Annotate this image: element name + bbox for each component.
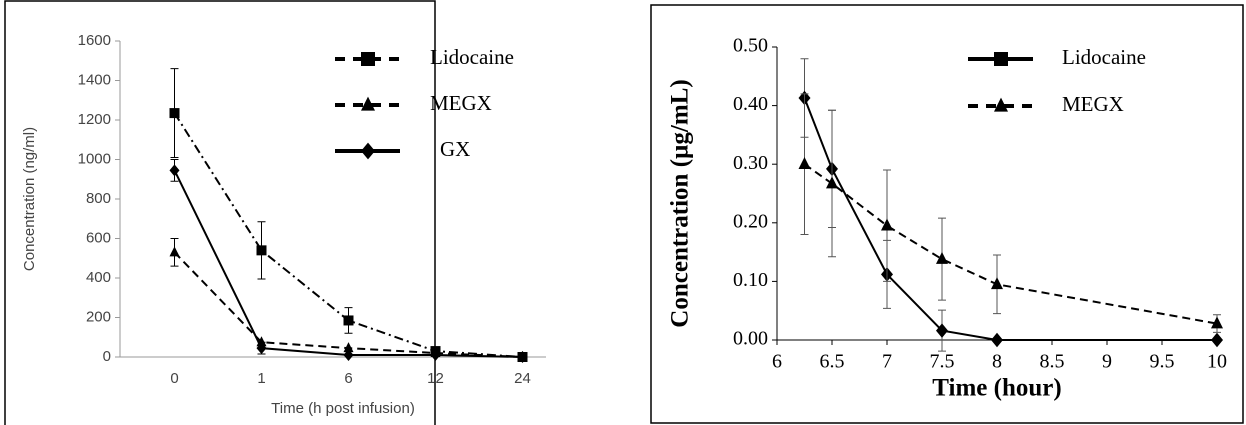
- x-tick-label: 1: [257, 370, 265, 387]
- x-tick-label: 8.5: [1040, 351, 1065, 373]
- y-tick-label: 600: [86, 229, 111, 246]
- data-point: [881, 218, 893, 231]
- x-tick-label: 8: [992, 351, 1002, 373]
- data-point: [343, 349, 354, 362]
- y-tick-label: 0: [103, 348, 111, 365]
- data-point: [826, 176, 838, 189]
- y-tick-label: 1600: [78, 32, 111, 49]
- x-tick-label: 0: [170, 370, 178, 387]
- x-tick-label: 6: [772, 351, 782, 373]
- legend-marker: [994, 52, 1008, 66]
- y-tick-label: 1400: [78, 71, 111, 88]
- data-point: [991, 277, 1003, 290]
- data-point: [1211, 332, 1223, 348]
- x-tick-label: 9.5: [1150, 351, 1175, 373]
- data-point: [256, 342, 267, 355]
- y-tick-label: 800: [86, 190, 111, 207]
- y-tick-label: 0.50: [733, 35, 768, 57]
- panel-frame: [4, 0, 436, 425]
- y-tick-label: 400: [86, 269, 111, 286]
- legend-marker: [361, 142, 375, 160]
- data-point: [517, 351, 528, 363]
- data-point: [430, 349, 441, 362]
- data-point: [343, 315, 354, 326]
- y-tick-label: 1000: [78, 150, 111, 167]
- y-tick-label: 0.30: [733, 152, 768, 174]
- x-tick-label: 9: [1102, 351, 1112, 373]
- data-point: [169, 246, 180, 257]
- x-axis-label: Time (h post infusion): [271, 400, 415, 417]
- y-tick-label: 0.20: [733, 210, 768, 232]
- left-chart: 0 200 400 600 800 1000 1200 1400 1600 0 1 6 12 24 Time…: [21, 32, 546, 417]
- y-tick-label: 200: [86, 308, 111, 325]
- panel-frame: [650, 4, 1244, 424]
- x-tick-label: 24: [514, 370, 531, 387]
- series-line: [803, 163, 1218, 325]
- y-tick-label: 0.00: [733, 328, 768, 350]
- data-point: [936, 323, 948, 338]
- y-tick-label: 0.10: [733, 269, 768, 291]
- x-tick-label: 10: [1207, 351, 1227, 373]
- x-tick-label: 6: [344, 370, 352, 387]
- data-point: [169, 108, 180, 119]
- legend-label: GX: [440, 137, 470, 161]
- legend-marker: [361, 52, 375, 66]
- data-point: [798, 157, 811, 169]
- legend-label: MEGX: [1062, 92, 1124, 116]
- legend-label: MEGX: [430, 91, 492, 115]
- x-tick-label: 12: [427, 370, 444, 387]
- data-point: [343, 342, 354, 353]
- data-point: [1211, 316, 1223, 329]
- legend-marker: [994, 97, 1008, 112]
- x-tick-label: 7.5: [930, 351, 955, 373]
- y-axis-label: Concentration (ng/ml): [21, 127, 38, 271]
- right-chart: 0.00 0.10 0.20 0.30 0.40 0.50 6 6.5 7 7.5 8 8.5 9 9.5…: [667, 35, 1227, 402]
- legend-label: Lidocaine: [1062, 45, 1146, 69]
- x-axis-label: Time (hour): [932, 375, 1061, 402]
- data-point: [936, 251, 948, 264]
- legend-marker: [361, 96, 375, 111]
- data-point: [256, 245, 267, 256]
- y-tick-label: 1200: [78, 111, 111, 128]
- x-tick-label: 6.5: [820, 351, 845, 373]
- data-point: [169, 164, 180, 177]
- series-line: [803, 97, 1217, 341]
- y-tick-label: 0.40: [733, 93, 768, 115]
- legend-label: Lidocaine: [430, 45, 514, 69]
- series-line: [173, 251, 523, 358]
- data-point: [991, 332, 1003, 348]
- x-tick-label: 7: [882, 351, 892, 373]
- y-axis-label: Concentration (µg/mL): [667, 79, 694, 327]
